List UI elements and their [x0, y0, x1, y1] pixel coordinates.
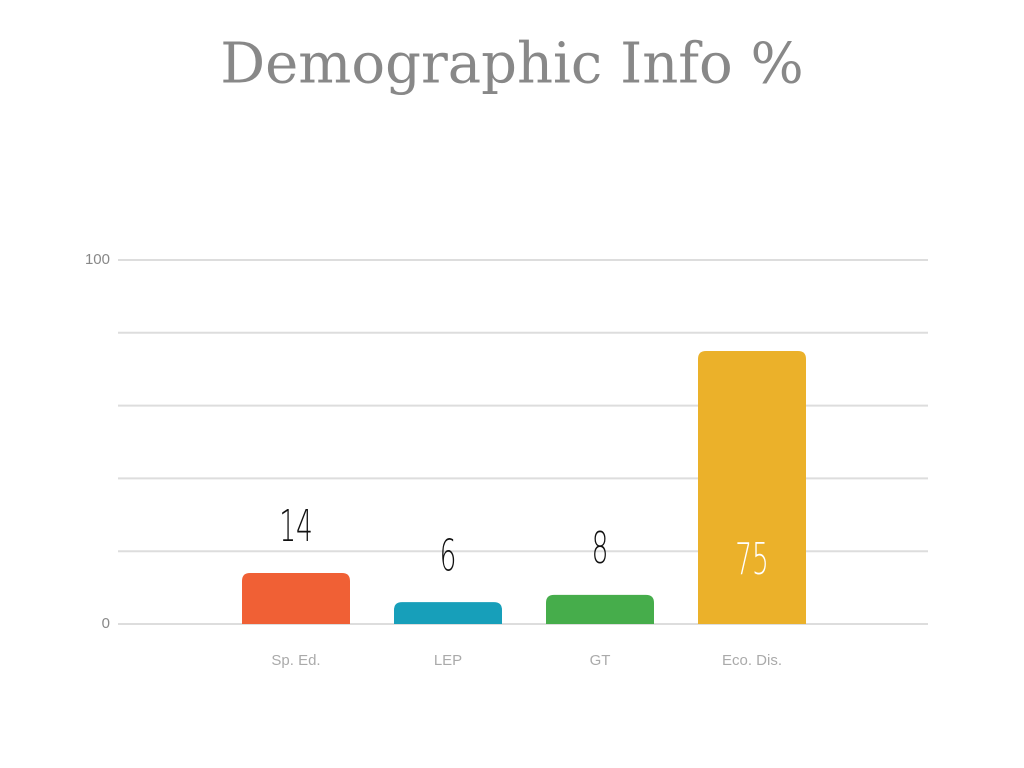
bar	[394, 602, 502, 624]
chart-title: Demographic Info %	[220, 32, 804, 97]
value-label: 8	[592, 522, 609, 574]
value-label: 14	[279, 500, 313, 552]
x-tick-label: GT	[590, 652, 611, 669]
y-tick-label: 100	[85, 251, 110, 268]
value-label: 6	[440, 529, 457, 581]
x-tick-label: Eco. Dis.	[722, 652, 782, 669]
x-tick-label: LEP	[434, 652, 462, 669]
bar	[546, 594, 654, 624]
bar	[242, 573, 350, 624]
x-tick-label: Sp. Ed.	[271, 652, 320, 669]
y-tick-label: 0	[102, 615, 110, 632]
value-label: 75	[735, 533, 769, 585]
bar	[698, 351, 806, 624]
